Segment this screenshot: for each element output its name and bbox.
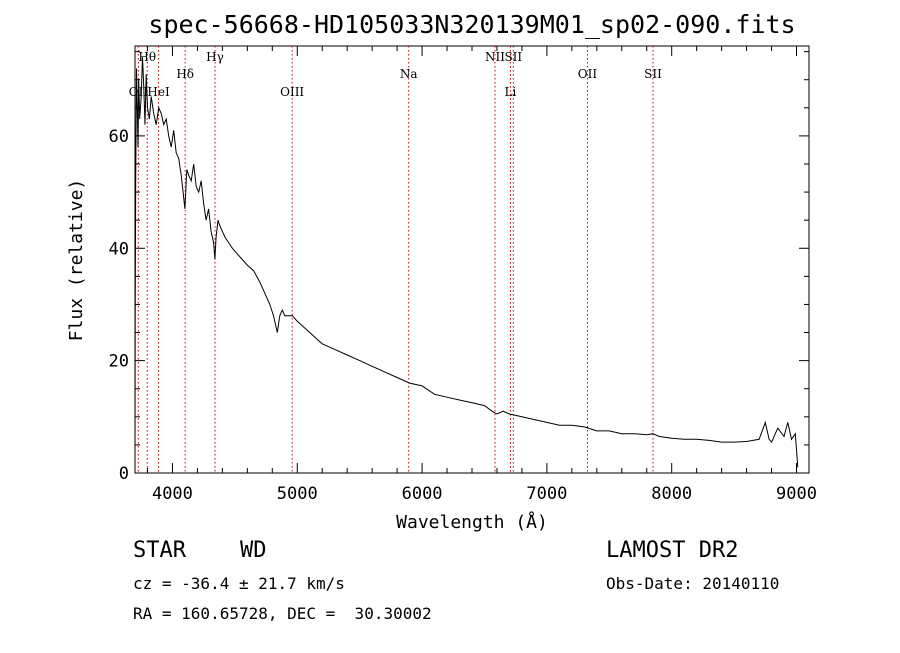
x-tick-label: 5000 (277, 484, 318, 504)
coordinates: RA = 160.65728, DEC = 30.30002 (133, 604, 432, 623)
y-axis-label: Flux (relative) (66, 179, 87, 342)
spectral-line-label: OII (578, 67, 598, 81)
y-tick-label: 40 (109, 239, 129, 259)
spectrum-series-line (134, 57, 799, 468)
chart-title: spec-56668-HD105033N320139M01_sp02-090.f… (148, 10, 795, 39)
y-tick-label: 60 (109, 127, 129, 147)
survey-name: LAMOST DR2 (606, 538, 739, 563)
x-tick-label: 6000 (402, 484, 443, 504)
x-tick-label: 8000 (651, 484, 692, 504)
obs-date: Obs-Date: 20140110 (606, 574, 780, 593)
plot-frame (134, 45, 810, 474)
x-tick-label: 4000 (152, 484, 193, 504)
spectral-line-label: Na (400, 67, 418, 81)
spectral-line-label: Li (505, 85, 517, 99)
x-axis-label: Wavelength (Å) (396, 511, 548, 533)
spectral-line-label: OIII (280, 85, 304, 99)
spectral-line-label: NII (485, 50, 505, 64)
spectral-line-label: SII (644, 67, 662, 81)
redshift-readout: cz = -36.4 ± 21.7 km/s (133, 574, 345, 593)
axis-ticks-layer: 4000 5000 6000 7000 8000 9000 0 20 40 60 (109, 46, 817, 504)
x-tick-label: 7000 (526, 484, 567, 504)
y-tick-label: 0 (119, 464, 129, 484)
object-class: STAR (133, 538, 186, 563)
object-subclass: WD (240, 538, 267, 563)
spectral-line-label: SII (504, 50, 522, 64)
spectral-line-label: Hγ (206, 50, 224, 64)
spectral-line-label: Hθ (138, 50, 156, 64)
y-tick-label: 20 (109, 352, 129, 372)
spectral-line-label: HeI (147, 85, 170, 99)
spectral-line-label: Hδ (176, 67, 194, 81)
x-tick-label: 9000 (776, 484, 817, 504)
